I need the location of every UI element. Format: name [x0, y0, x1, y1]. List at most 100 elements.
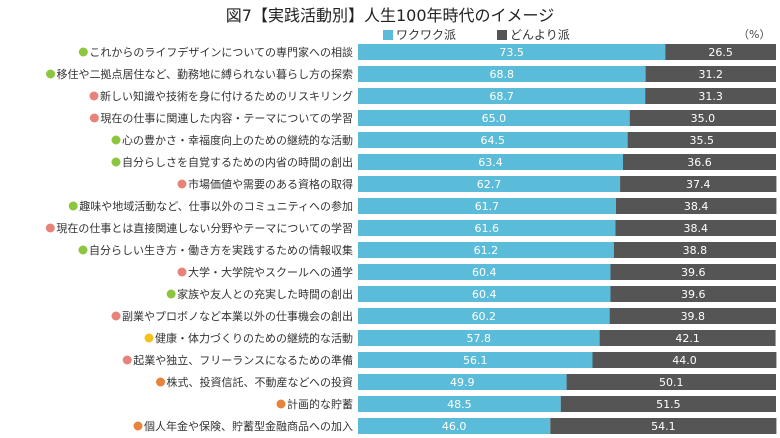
bar-donyori: [592, 352, 777, 368]
data-label: 68.8: [490, 68, 515, 81]
data-label: 60.2: [472, 310, 497, 323]
bar-donyori: [623, 154, 776, 170]
bar-wakuwaku: [358, 396, 561, 412]
category-label: 健康・体力づくりのための継続的な活動: [155, 331, 353, 345]
bar-donyori: [610, 286, 776, 302]
category-marker-dot: [45, 223, 55, 233]
data-label: 35.5: [690, 134, 715, 147]
bar-donyori: [665, 44, 776, 60]
category-label: 心の豊かさ・幸福度向上のための継続的な活動: [122, 133, 353, 147]
data-label: 63.4: [478, 156, 503, 169]
data-label: 60.4: [472, 288, 497, 301]
data-label: 57.8: [467, 332, 492, 345]
category-label: 計画的な貯蓄: [287, 397, 353, 411]
category-marker-dot: [89, 113, 99, 123]
data-label: 64.5: [481, 134, 506, 147]
category-label: 家族や友人との充実した時間の創出: [177, 287, 353, 301]
category-marker-dot: [166, 289, 176, 299]
category-label: 副業やプロボノなど本業以外の仕事機会の創出: [122, 309, 353, 323]
bar-donyori: [645, 66, 776, 82]
bar-donyori: [620, 176, 777, 192]
data-label: 61.6: [474, 222, 499, 235]
bar-wakuwaku: [358, 88, 646, 104]
data-label: 68.7: [489, 90, 514, 103]
category-label: 自分らしい生き方・働き方を実践するための情報収集: [89, 243, 353, 257]
category-marker-dot: [177, 267, 187, 277]
unit-label: （%）: [738, 28, 771, 41]
category-label: 個人年金や保険、貯蓄型金融商品への加入: [144, 419, 353, 433]
bar-wakuwaku: [358, 242, 614, 258]
legend-swatch-wakuwaku: [383, 29, 393, 40]
bar-wakuwaku: [358, 374, 567, 390]
category-marker-dot: [46, 69, 56, 79]
data-label: 44.0: [672, 354, 697, 367]
category-marker-dot: [78, 47, 88, 57]
data-label: 46.0: [442, 420, 467, 433]
category-label: 新しい知識や技術を身に付けるためのリスキリング: [100, 89, 353, 103]
category-label: 市場価値や需要のある資格の取得: [188, 177, 353, 191]
bar-donyori: [615, 220, 776, 236]
category-marker-dot: [111, 157, 121, 167]
data-label: 42.1: [675, 332, 700, 345]
bar-donyori: [566, 374, 776, 390]
category-marker-dot: [133, 421, 143, 431]
category-label: これからのライフデザインについての専門家への相談: [89, 45, 353, 59]
data-label: 62.7: [477, 178, 502, 191]
category-marker-dot: [111, 311, 121, 321]
data-label: 61.2: [474, 244, 499, 257]
data-label: 65.0: [482, 112, 507, 125]
data-label: 39.8: [681, 310, 706, 323]
data-label: 49.9: [450, 376, 475, 389]
bar-donyori: [613, 242, 776, 258]
category-label: 現在の仕事に関連した内容・テーマについての学習: [100, 111, 353, 125]
category-marker-dot: [177, 179, 187, 189]
data-label: 39.6: [681, 266, 706, 279]
data-label: 56.1: [463, 354, 488, 367]
chart-title: 図7【実践活動別】人生100年時代のイメージ: [225, 6, 555, 25]
category-label: 移住や二拠点居住など、勤務地に縛られない暮らし方の探索: [57, 67, 353, 81]
data-label: 73.5: [499, 46, 524, 59]
data-label: 36.6: [687, 156, 712, 169]
bar-wakuwaku: [358, 308, 610, 324]
data-label: 38.4: [684, 200, 709, 213]
bar-donyori: [629, 110, 776, 126]
bar-wakuwaku: [358, 220, 616, 236]
legend-swatch-donyori: [497, 29, 507, 40]
category-label: 現在の仕事とは直接関連しない分野やテーマについての学習: [56, 221, 353, 235]
bar-donyori: [599, 330, 776, 346]
bar-donyori: [645, 88, 776, 104]
category-marker-dot: [78, 245, 88, 255]
bar-wakuwaku: [358, 132, 628, 148]
category-label: 起業や独立、フリーランスになるための準備: [133, 353, 353, 367]
bar-wakuwaku: [358, 66, 646, 82]
category-marker-dot: [111, 135, 121, 145]
bar-wakuwaku: [358, 110, 630, 126]
category-marker-dot: [144, 333, 154, 343]
data-label: 38.8: [683, 244, 708, 257]
bar-donyori: [610, 264, 776, 280]
data-label: 61.7: [475, 200, 500, 213]
legend-label-wakuwaku: ワクワク派: [396, 28, 457, 42]
data-label: 37.4: [686, 178, 711, 191]
category-label: 大学・大学院やスクールへの通学: [188, 265, 353, 279]
bar-wakuwaku: [358, 352, 593, 368]
category-marker-dot: [89, 91, 99, 101]
data-label: 48.5: [447, 398, 472, 411]
bar-wakuwaku: [358, 418, 551, 434]
bar-donyori: [609, 308, 776, 324]
bar-wakuwaku: [358, 286, 611, 302]
bar-donyori: [560, 396, 776, 412]
category-marker-dot: [122, 355, 132, 365]
category-marker-dot: [156, 377, 166, 387]
data-label: 50.1: [659, 376, 684, 389]
category-marker-dot: [68, 201, 78, 211]
bar-donyori: [550, 418, 777, 434]
data-label: 39.6: [681, 288, 706, 301]
category-marker-dot: [276, 399, 286, 409]
bar-wakuwaku: [358, 330, 600, 346]
data-label: 35.0: [691, 112, 716, 125]
data-label: 38.4: [683, 222, 708, 235]
data-label: 26.5: [708, 46, 733, 59]
bar-wakuwaku: [358, 44, 666, 60]
